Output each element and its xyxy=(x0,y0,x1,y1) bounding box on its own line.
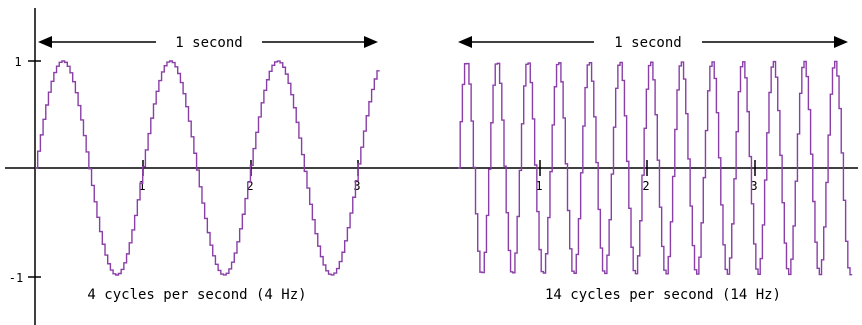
left-arrowhead-right xyxy=(364,36,378,48)
right-span-label: 1 second xyxy=(614,35,681,51)
right-x-tick-label-2: 2 xyxy=(642,179,649,193)
right-arrowhead-left xyxy=(458,36,472,48)
right-arrowhead-right xyxy=(834,36,848,48)
left-span-arrow xyxy=(38,36,378,48)
right-x-tick-label-1: 1 xyxy=(535,179,542,193)
left-x-tick-label-1: 1 xyxy=(138,179,145,193)
left-arrowhead-left xyxy=(38,36,52,48)
right-span-arrow xyxy=(458,36,848,48)
left-caption: 4 cycles per second (4 Hz) xyxy=(87,287,306,303)
y-tick-label-top: 1 xyxy=(14,55,21,69)
right-x-tick-label-3: 3 xyxy=(750,179,757,193)
right-sine-wave xyxy=(458,60,853,276)
left-x-tick-label-3: 3 xyxy=(353,179,360,193)
left-sine-wave xyxy=(35,60,380,276)
right-caption: 14 cycles per second (14 Hz) xyxy=(545,287,781,303)
y-tick-label-bottom: -1 xyxy=(9,271,23,285)
left-x-tick-label-2: 2 xyxy=(246,179,253,193)
left-span-label: 1 second xyxy=(175,35,242,51)
